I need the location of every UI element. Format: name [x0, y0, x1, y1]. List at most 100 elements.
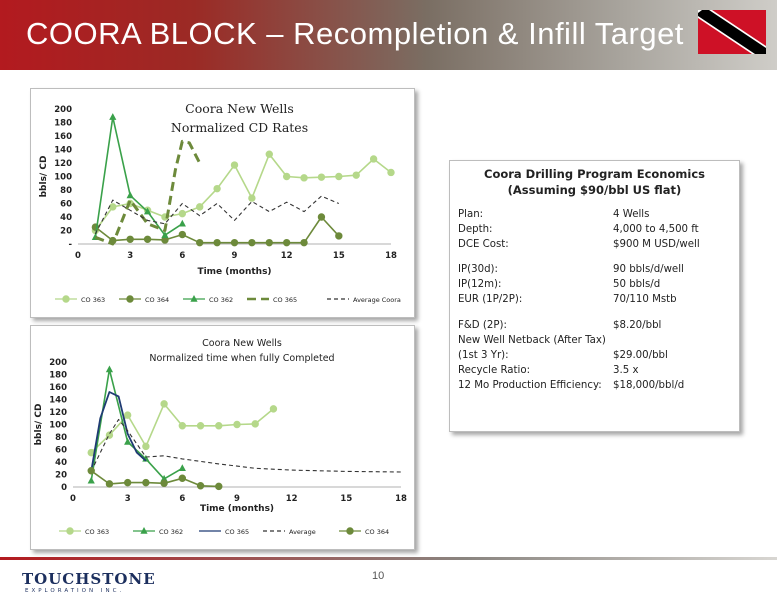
legend-entry: CO 364 [119, 295, 169, 304]
y-tick-label: 160 [49, 383, 67, 393]
x-tick-label: 12 [281, 251, 293, 261]
page-number: 10 [372, 570, 385, 582]
economics-value: 4,000 to 4,500 ft [613, 224, 699, 235]
economics-label: New Well Netback (After Tax) [458, 335, 606, 346]
data-point [317, 173, 326, 181]
y-tick-label: 120 [49, 408, 67, 418]
x-tick-label: 18 [395, 494, 407, 504]
series-average [90, 418, 402, 473]
y-tick-label: 200 [54, 105, 72, 115]
economics-subtitle: (Assuming $90/bbl US flat) [507, 183, 682, 197]
series-average-coora [94, 195, 340, 235]
data-point [123, 411, 132, 419]
legend-label: CO 365 [273, 296, 297, 304]
data-point [352, 171, 360, 179]
chart-2: Coora New Wells Normalized time when full… [34, 338, 407, 536]
economics-value: $900 M USD/well [613, 239, 700, 250]
series-co-362 [87, 365, 186, 484]
series-co-365 [94, 139, 202, 246]
series-line [90, 368, 183, 481]
trinidad-flag-icon [698, 10, 766, 54]
legend-marker [346, 527, 354, 535]
data-point [215, 482, 223, 491]
data-point [109, 113, 117, 120]
data-point [230, 161, 239, 169]
chart-title-line: Coora New Wells [202, 338, 282, 349]
economics-label: DCE Cost: [458, 239, 509, 250]
data-point [230, 238, 239, 247]
data-point [300, 238, 308, 247]
legend-entry: CO 365 [247, 296, 297, 304]
data-point [160, 479, 168, 487]
data-point [269, 405, 278, 413]
data-point [109, 203, 117, 211]
legend-label: Average [289, 528, 316, 536]
data-point [335, 172, 343, 181]
y-tick-label: 60 [55, 446, 67, 456]
legend-label: CO 364 [365, 528, 389, 536]
data-point [142, 478, 150, 487]
legend-label: CO 363 [85, 528, 109, 536]
legend-marker [66, 527, 74, 535]
data-point [213, 184, 221, 193]
economics-value: 90 bbls/d/well [613, 264, 684, 275]
x-axis-label: Time (months) [197, 267, 271, 277]
company-logo-subtitle: EXPLORATION INC. [25, 588, 125, 594]
data-point [161, 231, 169, 239]
chart-1: Coora New Wells Normalized CD Rates - 20 40 6… [39, 101, 401, 304]
series-co-363 [91, 150, 395, 235]
x-tick-label: 9 [232, 251, 238, 261]
economics-value: $8.20/bbl [613, 320, 662, 331]
legend-label: CO 363 [81, 296, 105, 304]
data-point [369, 155, 378, 163]
data-point [87, 467, 95, 475]
data-point [143, 207, 152, 215]
y-tick-label: 180 [49, 371, 67, 381]
data-point [215, 422, 223, 430]
data-point [300, 174, 308, 182]
data-point [160, 474, 168, 482]
legend-entry: CO 365 [199, 528, 249, 536]
data-point [105, 365, 114, 373]
series-line [90, 391, 147, 472]
data-point [196, 238, 204, 247]
economics-value: 4 Wells [613, 209, 650, 220]
x-tick-label: 3 [125, 494, 131, 504]
legend-marker [140, 527, 148, 534]
economics-title: Coora Drilling Program Economics [484, 167, 705, 181]
legend-label: Average Coora [353, 296, 401, 304]
x-tick-label: 9 [234, 494, 240, 504]
x-tick-label: 3 [127, 251, 133, 261]
legend-marker [62, 295, 70, 303]
x-axis-label: Time (months) [200, 504, 274, 514]
y-tick-label: 100 [49, 421, 67, 431]
data-point [248, 194, 256, 202]
data-point [317, 213, 326, 221]
series-line [94, 195, 340, 235]
data-point [178, 230, 187, 239]
x-tick-label: 15 [333, 251, 345, 261]
y-tick-label: 140 [54, 146, 72, 156]
legend-entry: Average [263, 528, 316, 536]
data-point [387, 168, 395, 177]
legend-entry: Average Coora [327, 296, 401, 304]
data-point [160, 400, 168, 408]
legend-entry: CO 362 [183, 295, 233, 304]
y-tick-label: 0 [61, 483, 67, 493]
economics-value: 70/110 Mstb [613, 294, 677, 305]
series-co-364 [91, 213, 343, 247]
y-tick-label: 20 [60, 227, 72, 237]
legend-entry: CO 363 [59, 527, 109, 536]
series-line [94, 153, 392, 231]
legend-entry: CO 364 [339, 527, 389, 536]
economics-label: EUR (1P/2P): [458, 294, 523, 305]
legend-label: CO 362 [159, 528, 183, 536]
economics-label: F&D (2P): [458, 320, 507, 331]
economics-panel: Coora Drilling Program Economics (Assumi… [449, 160, 740, 432]
data-point [282, 238, 291, 247]
series-co-363 [87, 400, 278, 457]
data-point [178, 464, 186, 472]
y-tick-label: - [68, 240, 72, 250]
y-tick-label: 100 [54, 173, 72, 183]
x-tick-label: 6 [179, 494, 185, 504]
